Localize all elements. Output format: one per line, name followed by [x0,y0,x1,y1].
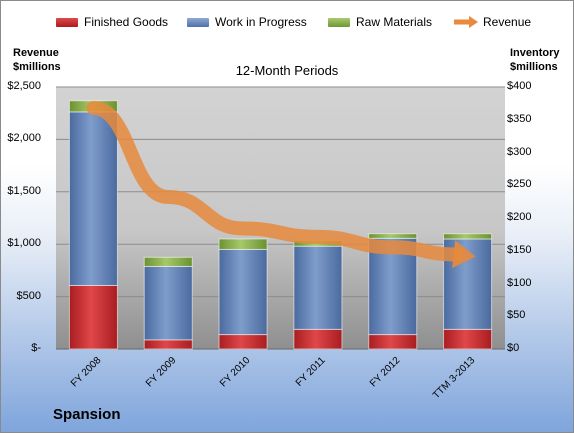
left-tick-label: $2,500 [7,80,41,92]
bar-work-in-progress [218,248,268,336]
legend-swatch-raw-materials [328,18,350,27]
bar-raw-materials [443,233,493,240]
left-axis-title-line2: $millions [13,61,61,73]
right-axis-title-line1: Inventory [510,47,560,59]
right-tick-label: $100 [507,276,532,289]
bar-finished-goods [368,334,418,350]
bar-finished-goods [293,328,343,350]
right-axis-title-line2: $millions [510,61,558,73]
legend-raw-materials: Raw Materials [328,15,432,29]
legend: Finished Goods Work in Progress Raw Mate… [1,15,573,35]
left-axis-title-line1: Revenue [13,47,59,59]
left-tick-label: $- [31,342,41,354]
legend-work-in-progress: Work in Progress [187,15,307,29]
bar-work-in-progress [68,111,118,286]
bar-finished-goods [143,339,193,350]
right-tick-label: $300 [507,145,532,158]
legend-swatch-work-in-progress [187,18,209,27]
right-tick-label: $200 [507,211,532,223]
revenue-line [86,100,463,262]
legend-swatch-finished-goods [56,18,78,27]
right-tick-label: $50 [507,309,526,322]
revenue-arrowhead [452,240,476,269]
left-axis-title: Revenue $millions [13,46,61,74]
left-tick-label: $500 [16,289,41,302]
left-tick-label: $2,000 [7,132,41,145]
legend-finished-goods: Finished Goods [56,15,168,29]
bar-raw-materials [368,233,418,239]
right-tick-label: $0 [507,342,520,354]
left-tick-label: $1,000 [7,237,41,250]
right-axis-title: Inventory $millions [510,46,560,74]
right-tick-label: $350 [507,112,532,125]
legend-label-revenue: Revenue [483,15,532,29]
bar-work-in-progress [143,265,193,341]
bar-finished-goods [443,328,493,350]
legend-label-raw-materials: Raw Materials [356,15,433,29]
chart-title: 12-Month Periods [235,63,339,78]
bar-raw-materials [218,238,268,250]
right-tick-label: $150 [507,243,532,256]
right-tick-label: $400 [507,80,532,92]
bar-finished-goods [68,284,118,350]
legend-revenue: Revenue [453,15,531,29]
legend-label-finished-goods: Finished Goods [84,15,169,29]
bar-work-in-progress [293,245,343,330]
legend-label-work-in-progress: Work in Progress [215,15,307,29]
bar-raw-materials [143,256,193,267]
bar-finished-goods [218,334,268,350]
legend-swatch-revenue [454,16,478,28]
company-name: Spansion [53,406,121,423]
right-tick-label: $250 [507,178,532,191]
plot-background [56,87,505,349]
left-tick-label: $1,500 [7,184,41,197]
